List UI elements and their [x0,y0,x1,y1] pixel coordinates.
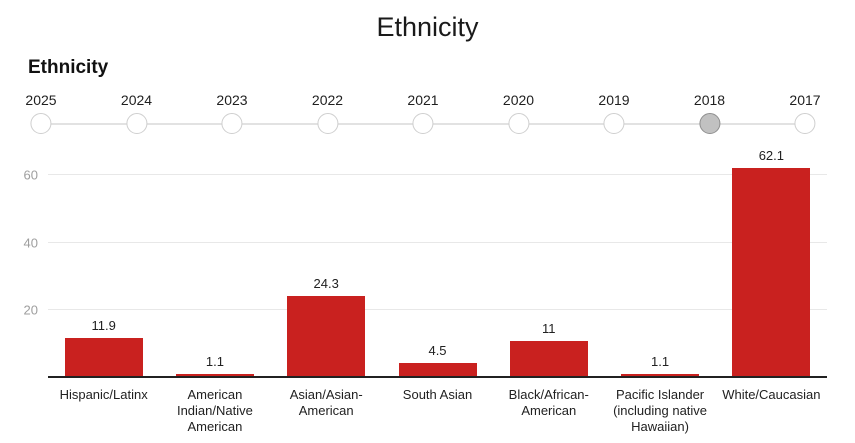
timeline-dot-2017[interactable] [794,113,816,134]
timeline-year-label-2018: 2018 [693,92,726,108]
timeline-dot-2019[interactable] [603,113,625,134]
y-axis-tick-label-60: 60 [23,167,38,183]
x-axis-baseline [48,376,827,378]
category-label-asian-asian-american: Asian/Asian-American [289,387,363,418]
bar-value-label-hispanic-latinx: 11.9 [91,317,116,333]
y-axis-tick-label-20: 20 [23,302,38,318]
timeline-dot-2021[interactable] [412,113,434,134]
category-label-black-african-american: Black/African-American [508,387,589,418]
timeline-year-label-2021: 2021 [407,92,439,108]
category-label-pacific-islander-including-native-hawaiian: Pacific Islander (including native Hawai… [613,387,708,434]
section-heading: Ethnicity [28,57,109,78]
bar-south-asian[interactable] [398,362,477,378]
timeline-item-2017[interactable]: 2017 [789,92,821,134]
timeline-dot-2020[interactable] [508,113,529,134]
bar-value-label-pacific-islander-including-native-hawaiian: 1.1 [651,354,670,370]
bar-hispanic-latinx[interactable] [64,337,143,378]
timeline-item-2019[interactable]: 2019 [598,92,630,134]
timeline-dot-2025[interactable] [30,113,52,134]
bar-value-label-black-african-american: 11 [542,320,556,336]
timeline-year-label-2023: 2023 [216,92,248,108]
timeline-dot-2018[interactable] [699,113,720,134]
year-timeline-slider: 2025 2024 2023 2022 2021 2020 2019 2018 2017 [25,92,821,140]
bar-value-label-american-indian-native-american: 1.1 [205,354,224,370]
bar-black-african-american[interactable] [509,340,588,378]
timeline-item-2024[interactable]: 2024 [121,92,152,134]
bar-value-label-south-asian: 4.5 [428,342,447,358]
bar-value-label-asian-asian-american: 24.3 [313,275,339,291]
page-title: Ethnicity [376,12,479,42]
category-label-south-asian: South Asian [402,387,473,402]
category-label-american-indian-native-american: American Indian/Native American [176,387,253,434]
timeline-dot-2023[interactable] [221,113,243,134]
timeline-year-label-2020: 2020 [502,92,535,108]
timeline-dot-2024[interactable] [126,113,147,134]
bar-white-caucasian[interactable] [732,168,811,378]
timeline-item-2025[interactable]: 2025 [25,92,57,134]
timeline-dot-2022[interactable] [317,113,338,134]
timeline-year-label-2017: 2017 [789,92,821,108]
y-axis-tick-label-40: 40 [23,235,38,251]
gridline-40 [48,241,827,243]
timeline-year-label-2022: 2022 [311,92,344,108]
timeline-item-2018[interactable]: 2018 [694,92,725,134]
timeline-item-2022[interactable]: 2022 [312,92,343,134]
timeline-year-label-2019: 2019 [598,92,630,108]
bar-value-label-white-caucasian: 62.1 [758,148,784,164]
bar-chart-plot-area: 20 40 60 11.9 Hispanic/Latinx 1.1 American Ind… [24,148,827,434]
bar-asian-asian-american[interactable] [287,295,366,378]
timeline-item-2023[interactable]: 2023 [216,92,248,134]
timeline-item-2020[interactable]: 2020 [503,92,534,134]
timeline-item-2021[interactable]: 2021 [407,92,439,134]
gridline-20 [48,309,827,311]
timeline-year-label-2024: 2024 [120,92,153,108]
category-label-white-caucasian: White/Caucasian [722,387,821,402]
gridline-60 [48,174,827,176]
timeline-year-label-2025: 2025 [25,92,57,108]
category-label-hispanic-latinx: Hispanic/Latinx [59,387,148,402]
